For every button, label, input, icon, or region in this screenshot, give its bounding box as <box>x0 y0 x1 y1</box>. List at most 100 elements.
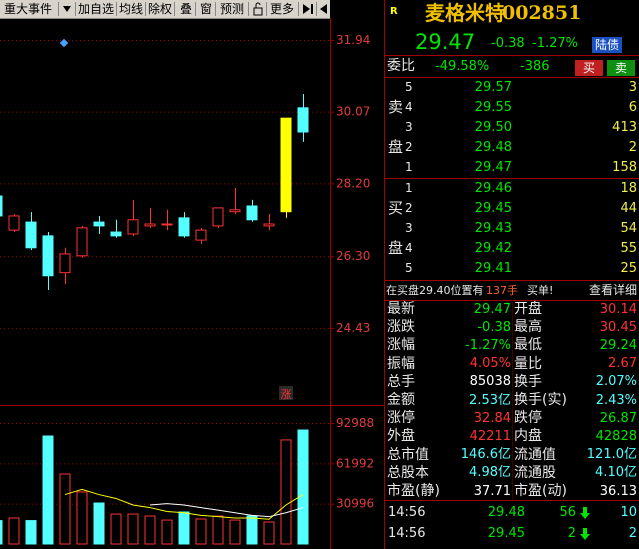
trade-price: 29.48 <box>487 504 525 520</box>
order-volume: 2 <box>628 139 637 155</box>
order-ratio-label: 委比 <box>387 58 415 74</box>
order-volume: 158 <box>612 159 637 175</box>
volume-bar <box>59 473 71 545</box>
stat-label: 涨停 <box>387 410 415 427</box>
y-tick-label: 31.94 <box>336 33 370 47</box>
order-volume: 55 <box>620 240 637 256</box>
stat-value: 4.05% <box>469 356 511 372</box>
lock-icon[interactable] <box>253 7 263 16</box>
toolbar-button[interactable]: 叠 <box>180 2 193 16</box>
stat-value: 4.10亿 <box>595 465 637 481</box>
order-price: 29.55 <box>474 99 512 115</box>
volume-bar <box>161 519 173 545</box>
volume-ma-line <box>149 503 304 518</box>
order-price: 29.43 <box>474 220 512 236</box>
y-tick-label: 30.07 <box>336 105 370 119</box>
volume-bar <box>178 511 190 545</box>
toolbar-button[interactable]: 均线 <box>119 2 144 16</box>
candle-body <box>195 229 207 241</box>
order-volume: 18 <box>620 180 637 196</box>
stat-value: 2.07% <box>595 374 637 390</box>
toolbar-button[interactable]: 加自选 <box>78 2 115 16</box>
toolbar-separator <box>316 2 317 16</box>
detail-link[interactable]: 查看详细 <box>588 283 637 297</box>
stat-value: 32.84 <box>473 410 511 426</box>
toolbar-button[interactable]: 除权 <box>148 2 173 16</box>
stats-divider <box>512 300 513 500</box>
order-volume: 25 <box>620 260 637 276</box>
lock-shackle <box>255 2 261 8</box>
stat-label: 最高 <box>514 319 542 336</box>
stat-label: 外盘 <box>387 428 415 445</box>
toolbar-button[interactable]: 更多 <box>270 2 295 16</box>
toolbar-separator <box>174 2 175 16</box>
toolbar-button[interactable]: 重大事件 <box>4 2 53 16</box>
candle-body <box>144 223 156 227</box>
y-tick-label: 24.43 <box>336 321 370 335</box>
candle-body <box>93 221 105 227</box>
book-side: 盘 <box>388 137 404 156</box>
trade-volume: 56 <box>559 504 576 520</box>
order-price: 29.50 <box>474 119 512 135</box>
stat-label: 市盈(动) <box>514 483 567 499</box>
toolbar-separator <box>145 2 146 16</box>
level: 3 <box>405 221 413 235</box>
volume-bar <box>76 491 88 545</box>
level: 5 <box>405 261 413 275</box>
volume-bar <box>8 517 20 545</box>
stat-value: 30.14 <box>599 301 637 317</box>
candle-body <box>280 117 292 213</box>
candle-body <box>25 221 37 249</box>
stat-label: 最低 <box>514 337 542 354</box>
next-icon[interactable] <box>303 4 310 14</box>
order-price: 29.42 <box>474 240 512 256</box>
volume-bar <box>263 521 275 545</box>
volume-bar <box>127 513 139 545</box>
candle-body <box>110 231 122 237</box>
order-price: 29.48 <box>474 139 512 155</box>
toolbar-separator <box>58 2 59 16</box>
toolbar-button[interactable]: 预测 <box>220 2 245 16</box>
annotation-box <box>279 386 293 400</box>
stat-value: 26.87 <box>599 410 637 426</box>
sell-button[interactable]: 卖 <box>607 60 636 76</box>
trade-count: 10 <box>620 504 637 520</box>
stat-value: 2.53亿 <box>469 392 511 408</box>
separator <box>385 500 639 501</box>
y-tick-label: 92988 <box>336 416 374 430</box>
book-side: 买 <box>388 198 404 217</box>
bond-tag[interactable]: 陆债 <box>592 37 623 53</box>
down-arrow <box>580 507 590 519</box>
separator <box>385 77 639 78</box>
stat-value: 121.0亿 <box>586 447 637 463</box>
down-arrow <box>580 528 590 540</box>
volume-bar <box>280 439 292 545</box>
stat-label: 市盈(静) <box>387 483 440 499</box>
toolbar-separator <box>75 2 76 16</box>
buy-button[interactable]: 买 <box>575 60 604 76</box>
dropdown-icon[interactable] <box>63 6 71 12</box>
toolbar-button[interactable]: 窗 <box>200 2 213 16</box>
volume-bar <box>297 429 309 545</box>
candle-body <box>229 209 241 213</box>
trade-count: 2 <box>628 525 637 541</box>
toolbar-separator <box>266 2 267 16</box>
stat-value: 85038 <box>469 374 511 390</box>
stat-value: 36.13 <box>599 483 637 499</box>
volume-bar <box>195 518 207 545</box>
book-side: 卖 <box>388 97 404 116</box>
prev-icon[interactable] <box>320 4 327 14</box>
candle-body <box>59 253 71 274</box>
order-price: 29.47 <box>474 159 512 175</box>
candle-body <box>42 235 54 277</box>
kline-chart: 31.94 30.07 28.20 26.30 24.43 涨 92988 61992 3099… <box>0 18 384 549</box>
stat-value: 42828 <box>595 428 637 444</box>
stat-value: 30.45 <box>599 319 637 335</box>
toolbar: 重大事件 加自选 均线 除权叠窗预测 更多 <box>0 0 330 19</box>
stat-value: 37.71 <box>473 483 511 499</box>
order-volume: 413 <box>612 119 637 135</box>
stat-label: 开盘 <box>514 301 542 317</box>
trade-price: 29.45 <box>487 525 525 541</box>
order-price: 29.57 <box>474 79 512 95</box>
